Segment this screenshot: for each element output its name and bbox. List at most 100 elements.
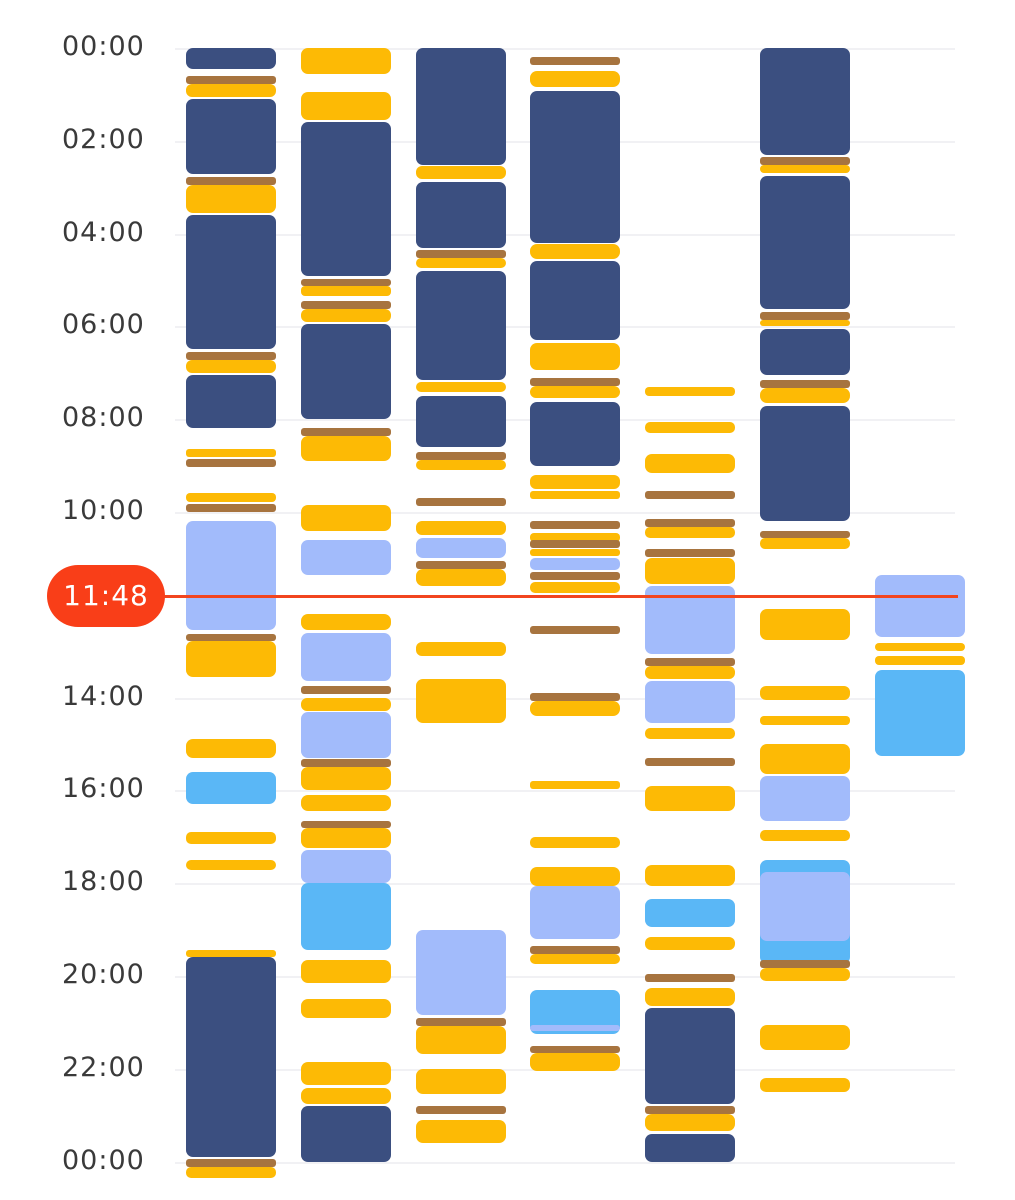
awake-block[interactable] <box>186 493 276 502</box>
awake-block[interactable] <box>760 538 850 550</box>
awake-block[interactable] <box>645 864 735 886</box>
awake-block[interactable] <box>186 184 276 213</box>
deep-sleep-block[interactable] <box>416 48 506 165</box>
transition-marker[interactable] <box>530 1045 620 1054</box>
awake-block[interactable] <box>416 641 506 656</box>
transition-marker[interactable] <box>186 75 276 84</box>
transition-marker[interactable] <box>760 157 850 165</box>
deep-sleep-block[interactable] <box>301 122 391 277</box>
deep-sleep-block[interactable] <box>760 48 850 155</box>
light-sleep-block[interactable] <box>530 1024 620 1031</box>
awake-block[interactable] <box>760 320 850 327</box>
transition-marker[interactable] <box>416 560 506 569</box>
deep-sleep-block[interactable] <box>760 175 850 309</box>
rem-sleep-block[interactable] <box>186 771 276 805</box>
transition-marker[interactable] <box>416 1105 506 1114</box>
awake-block[interactable] <box>301 436 391 461</box>
light-sleep-block[interactable] <box>645 681 735 724</box>
transition-marker[interactable] <box>760 379 850 388</box>
awake-block[interactable] <box>301 48 391 74</box>
awake-block[interactable] <box>875 655 965 666</box>
transition-marker[interactable] <box>530 539 620 548</box>
transition-marker[interactable] <box>301 759 391 768</box>
awake-block[interactable] <box>530 700 620 717</box>
awake-block[interactable] <box>301 1088 391 1104</box>
awake-block[interactable] <box>645 526 735 538</box>
awake-block[interactable] <box>416 382 506 393</box>
light-sleep-block[interactable] <box>416 537 506 559</box>
transition-marker[interactable] <box>301 278 391 287</box>
deep-sleep-block[interactable] <box>416 396 506 448</box>
awake-block[interactable] <box>186 1167 276 1178</box>
awake-block[interactable] <box>301 999 391 1018</box>
awake-block[interactable] <box>530 386 620 399</box>
awake-block[interactable] <box>301 828 391 849</box>
transition-marker[interactable] <box>645 1105 735 1114</box>
awake-block[interactable] <box>530 1053 620 1072</box>
transition-marker[interactable] <box>416 1017 506 1026</box>
awake-block[interactable] <box>645 936 735 951</box>
awake-block[interactable] <box>760 609 850 640</box>
awake-block[interactable] <box>760 967 850 981</box>
awake-block[interactable] <box>301 308 391 322</box>
awake-block[interactable] <box>416 679 506 724</box>
light-sleep-block[interactable] <box>186 521 276 631</box>
transition-marker[interactable] <box>186 351 276 360</box>
awake-block[interactable] <box>186 359 276 373</box>
rem-sleep-block[interactable] <box>301 883 391 951</box>
awake-block[interactable] <box>760 1024 850 1051</box>
awake-block[interactable] <box>645 386 735 396</box>
deep-sleep-block[interactable] <box>645 1133 735 1162</box>
awake-block[interactable] <box>760 387 850 403</box>
transition-marker[interactable] <box>530 945 620 954</box>
deep-sleep-block[interactable] <box>530 401 620 466</box>
transition-marker[interactable] <box>416 498 506 506</box>
deep-sleep-block[interactable] <box>186 957 276 1157</box>
deep-sleep-block[interactable] <box>186 375 276 429</box>
awake-block[interactable] <box>645 1113 735 1132</box>
awake-block[interactable] <box>186 832 276 844</box>
transition-marker[interactable] <box>645 973 735 982</box>
deep-sleep-block[interactable] <box>530 261 620 341</box>
awake-block[interactable] <box>645 785 735 812</box>
deep-sleep-block[interactable] <box>186 215 276 349</box>
transition-marker[interactable] <box>530 378 620 387</box>
awake-block[interactable] <box>530 953 620 965</box>
awake-block[interactable] <box>645 558 735 584</box>
transition-marker[interactable] <box>301 686 391 694</box>
awake-block[interactable] <box>416 1068 506 1095</box>
light-sleep-block[interactable] <box>301 849 391 884</box>
light-sleep-block[interactable] <box>760 871 850 942</box>
transition-marker[interactable] <box>301 428 391 437</box>
awake-block[interactable] <box>416 166 506 179</box>
light-sleep-block[interactable] <box>301 632 391 682</box>
transition-marker[interactable] <box>416 451 506 460</box>
awake-block[interactable] <box>416 1119 506 1144</box>
deep-sleep-block[interactable] <box>760 406 850 522</box>
transition-marker[interactable] <box>301 300 391 309</box>
awake-block[interactable] <box>301 959 391 983</box>
deep-sleep-block[interactable] <box>760 328 850 376</box>
transition-marker[interactable] <box>530 572 620 581</box>
light-sleep-block[interactable] <box>416 929 506 1016</box>
light-sleep-block[interactable] <box>760 776 850 821</box>
awake-block[interactable] <box>760 716 850 726</box>
deep-sleep-block[interactable] <box>301 1105 391 1162</box>
transition-marker[interactable] <box>186 1159 276 1168</box>
light-sleep-block[interactable] <box>530 885 620 939</box>
transition-marker[interactable] <box>186 503 276 512</box>
deep-sleep-block[interactable] <box>530 90 620 243</box>
deep-sleep-block[interactable] <box>301 324 391 420</box>
awake-block[interactable] <box>760 1078 850 1092</box>
light-sleep-block[interactable] <box>875 574 965 638</box>
awake-block[interactable] <box>186 739 276 758</box>
awake-block[interactable] <box>760 686 850 700</box>
transition-marker[interactable] <box>186 458 276 467</box>
awake-block[interactable] <box>645 454 735 473</box>
awake-block[interactable] <box>760 164 850 174</box>
awake-block[interactable] <box>875 642 965 652</box>
transition-marker[interactable] <box>645 658 735 667</box>
awake-block[interactable] <box>301 92 391 120</box>
awake-block[interactable] <box>301 795 391 812</box>
transition-marker[interactable] <box>530 521 620 530</box>
